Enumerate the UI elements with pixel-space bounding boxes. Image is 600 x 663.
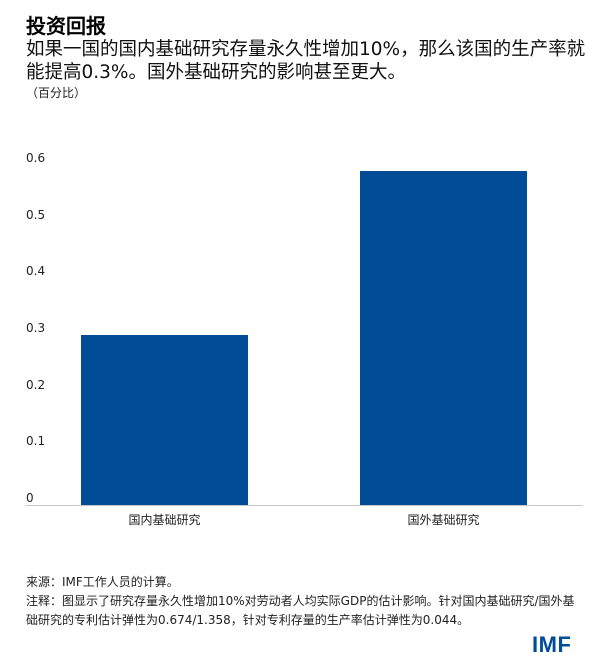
bar-1 (360, 170, 527, 505)
bar-chart: 0 0.1 0.2 0.3 0.4 0.5 0.6 国内基础研究 国外基础研究 (25, 151, 583, 527)
chart-subtitle: 如果一国的国内基础研究存量永久性增加10%，那么该国的生产率就能提高0.3%。国… (26, 39, 586, 83)
y-tick-label: 0 (26, 491, 34, 505)
x-tick-label: 国内基础研究 (128, 513, 201, 527)
unit-label: （百分比） (26, 86, 87, 100)
bar-0 (81, 335, 248, 505)
y-tick-label: 0.3 (26, 321, 46, 335)
x-axis-line (25, 505, 583, 506)
x-tick-label: 国外基础研究 (407, 513, 480, 527)
y-tick-label: 0.5 (26, 207, 46, 222)
y-tick-label: 0.1 (26, 434, 46, 449)
y-tick-label: 0.6 (26, 151, 46, 165)
y-tick-label: 0.2 (26, 377, 46, 392)
notes: 注释：图显示了研究存量永久性增加10%对劳动者人均实际GDP的估计影响。针对国内… (26, 594, 575, 627)
y-tick-label: 0.4 (26, 264, 46, 279)
imf-logo: IMF (532, 632, 572, 657)
chart-title: 投资回报 (26, 14, 106, 38)
footer-notes: 来源：IMF工作人员的计算。 注释：图显示了研究存量永久性增加10%对劳动者人均… (26, 573, 586, 630)
source-note: 来源：IMF工作人员的计算。 (26, 575, 179, 589)
